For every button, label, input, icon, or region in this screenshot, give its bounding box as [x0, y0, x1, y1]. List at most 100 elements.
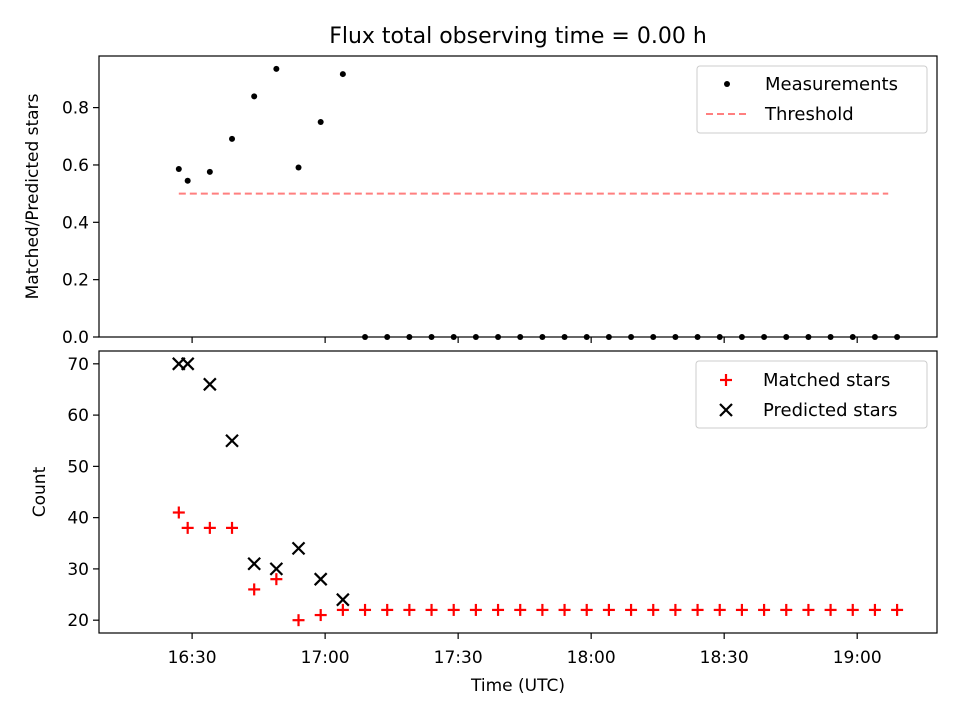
matched-star-point [403, 603, 416, 616]
predicted-star-stroke-b [180, 357, 195, 371]
matched-star-point [758, 603, 771, 616]
matched-star-point [625, 603, 638, 616]
bottom-y-axis: 20 30 40 50 60 70 [67, 355, 99, 631]
matched-star-point [314, 609, 327, 622]
matched-star-point [891, 603, 904, 616]
matched-star-point [248, 583, 261, 596]
predicted-star-point [336, 592, 350, 607]
bottom-x-tick-label: 16:30 [168, 648, 217, 668]
legend-measurements-label: Measurements [765, 74, 898, 95]
predicted-star-point [313, 572, 328, 586]
matched-star-point [359, 603, 372, 616]
measurement-point [317, 118, 324, 125]
legend-matched-marker [720, 374, 732, 386]
matched-star-point [580, 603, 593, 616]
matched-star-point [292, 614, 305, 627]
matched-star-point [172, 506, 185, 519]
legend-predicted-marker [719, 403, 733, 417]
predicted-star-point [291, 541, 306, 556]
measurement-point [175, 165, 182, 172]
predicted-star-point [225, 433, 239, 448]
bottom-y-axis-label: Count [30, 466, 50, 517]
measurement-point [273, 65, 280, 72]
measurement-point [229, 135, 236, 142]
bottom-x-tick-label: 18:00 [567, 648, 616, 668]
top-axes-frame [98, 55, 938, 338]
matched-star-point [425, 603, 438, 616]
predicted-star-stroke-b [225, 433, 239, 448]
top-legend: Measurements Threshold [696, 65, 928, 134]
bottom-plot-area [172, 357, 904, 627]
matched-star-point [492, 603, 505, 616]
measurement-point [184, 177, 191, 184]
bottom-y-tick-label: 20 [67, 611, 89, 631]
bottom-y-tick-label: 40 [67, 509, 89, 529]
top-x-ticks [191, 337, 858, 343]
top-y-tick-label: 0.6 [62, 156, 89, 176]
matched-star-point [336, 603, 349, 616]
top-panel: 0.00.20.40.60.8 Matched/Predicted stars … [23, 55, 938, 348]
top-y-tick-label: 0.8 [62, 99, 89, 119]
matched-star-point [735, 603, 748, 616]
matched-star-point [270, 573, 283, 586]
matched-star-point [203, 521, 216, 534]
bottom-x-tick-label: 19:00 [833, 648, 882, 668]
predicted-star-stroke-b [203, 377, 217, 392]
predicted-star-point [203, 377, 217, 392]
bottom-x-axis: 16:30 17:00 17:30 18:00 18:30 19:00 [168, 633, 882, 668]
matched-star-point [536, 603, 549, 616]
bottom-panel: 20 30 40 50 60 70 16:30 17:00 17:30 18:00 18:30 19… [30, 350, 938, 696]
bottom-legend: Matched stars Predicted stars [695, 360, 928, 429]
bottom-y-tick-label: 70 [67, 355, 89, 375]
predicted-star-point [247, 557, 261, 571]
predicted-star-stroke-b [291, 541, 306, 556]
top-y-tick-label: 0.2 [62, 271, 89, 291]
matched-star-point [780, 603, 793, 616]
bottom-y-tick-label: 30 [67, 560, 89, 580]
matched-star-point [802, 603, 815, 616]
matched-star-point [691, 603, 704, 616]
predicted-star-stroke-b [336, 592, 350, 607]
matched-star-point [669, 603, 682, 616]
predicted-star-stroke-b [313, 572, 328, 586]
matched-star-point [381, 603, 394, 616]
matched-star-point [824, 603, 837, 616]
predicted-star-stroke-b [247, 557, 261, 571]
measurement-point [251, 93, 258, 100]
matched-star-point [514, 603, 527, 616]
top-y-tick-label: 0.4 [62, 213, 89, 233]
matched-star-point [647, 603, 660, 616]
matched-star-point [181, 521, 194, 534]
matched-star-point [846, 603, 859, 616]
top-y-axis: 0.0 0.2 0.4 0.6 0.8 [62, 99, 99, 348]
matched-star-point [868, 603, 881, 616]
matched-star-point [713, 603, 726, 616]
measurement-point [339, 71, 346, 78]
top-y-axis-label: Matched/Predicted stars [23, 93, 43, 299]
figure-title: Flux total observing time = 0.00 h [329, 24, 707, 49]
bottom-y-tick-label: 60 [67, 406, 89, 426]
legend-threshold-label: Threshold [764, 104, 854, 125]
bottom-x-axis-label: Time (UTC) [470, 676, 565, 696]
predicted-star-point [180, 357, 195, 371]
bottom-axes-frame [98, 350, 938, 634]
matched-star-point [558, 603, 571, 616]
predicted-star-point [269, 562, 284, 576]
top-y-tick-label: 0.0 [62, 328, 89, 348]
legend-predicted-label: Predicted stars [763, 400, 897, 421]
bottom-legend-frame [695, 360, 928, 429]
bottom-x-tick-label: 17:30 [434, 648, 483, 668]
matched-star-point [226, 521, 239, 534]
bottom-x-tick-label: 18:30 [700, 648, 749, 668]
measurement-point [206, 168, 213, 175]
legend-matched-label: Matched stars [763, 370, 890, 391]
matched-star-point [602, 603, 615, 616]
legend-measurements-marker [724, 81, 730, 87]
bottom-y-tick-label: 50 [67, 457, 89, 477]
top-legend-frame [696, 65, 928, 134]
measurement-point [295, 164, 302, 171]
matched-star-point [447, 603, 460, 616]
bottom-x-tick-label: 17:00 [301, 648, 350, 668]
matched-star-point [469, 603, 482, 616]
